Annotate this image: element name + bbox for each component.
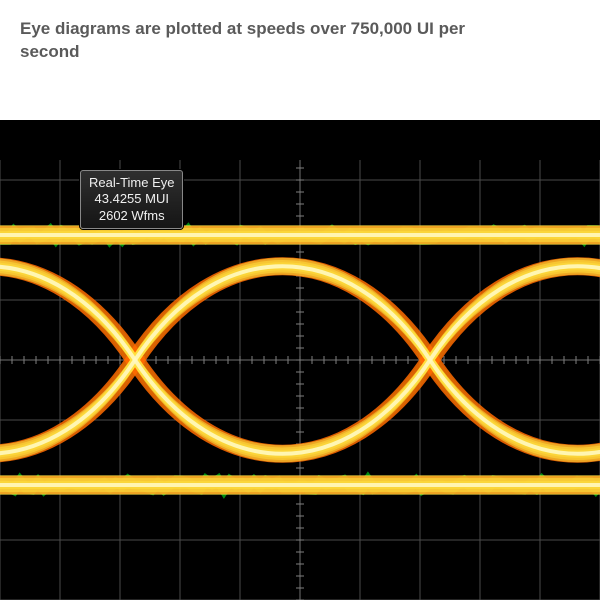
caption-text: Eye diagrams are plotted at speeds over …	[20, 18, 500, 64]
realtime-eye-readout: Real-Time Eye 43.4255 MUI 2602 Wfms	[80, 170, 183, 229]
readout-title: Real-Time Eye	[89, 175, 174, 191]
readout-wfms: 2602 Wfms	[89, 208, 174, 224]
top-black-mask	[0, 120, 600, 160]
oscilloscope-display: Real-Time Eye 43.4255 MUI 2602 Wfms	[0, 120, 600, 600]
readout-mui: 43.4255 MUI	[89, 191, 174, 207]
